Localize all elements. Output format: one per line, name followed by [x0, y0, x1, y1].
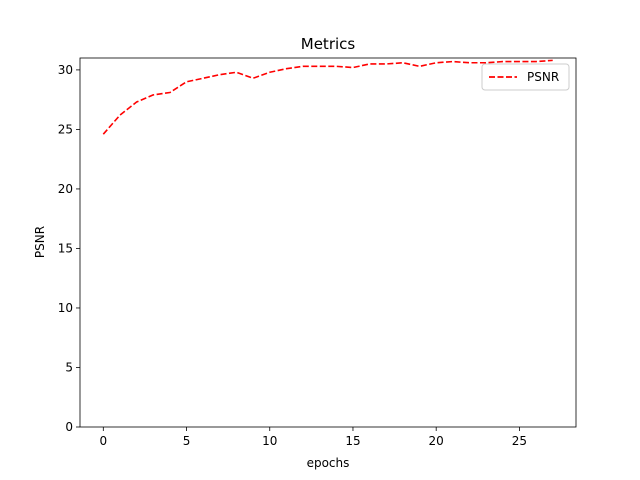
- x-axis-label: epochs: [307, 456, 350, 470]
- y-tick-label-10: 10: [58, 301, 73, 315]
- x-tick-label-10: 10: [262, 434, 277, 448]
- axes-frame: [79, 57, 577, 428]
- x-tick-label-5: 5: [183, 434, 191, 448]
- x-tick-label-0: 0: [99, 434, 107, 448]
- legend-label-psnr: PSNR: [527, 70, 559, 84]
- y-tick-label-15: 15: [58, 241, 73, 255]
- plot-area: 0 5 10 15 20 25 0 5 10 15 20 25 30: [58, 57, 577, 448]
- y-tick-label-5: 5: [65, 360, 73, 374]
- y-axis-label: PSNR: [33, 226, 47, 258]
- legend-box: [481, 63, 570, 91]
- x-tick-label-15: 15: [345, 434, 360, 448]
- chart-title: Metrics: [301, 35, 356, 53]
- legend: PSNR: [481, 63, 570, 91]
- y-tick-label-30: 30: [58, 63, 73, 77]
- x-tick-label-20: 20: [429, 434, 444, 448]
- y-tick-label-25: 25: [58, 122, 73, 136]
- y-tick-label-0: 0: [65, 420, 73, 434]
- y-tick-label-20: 20: [58, 182, 73, 196]
- x-tick-label-25: 25: [512, 434, 527, 448]
